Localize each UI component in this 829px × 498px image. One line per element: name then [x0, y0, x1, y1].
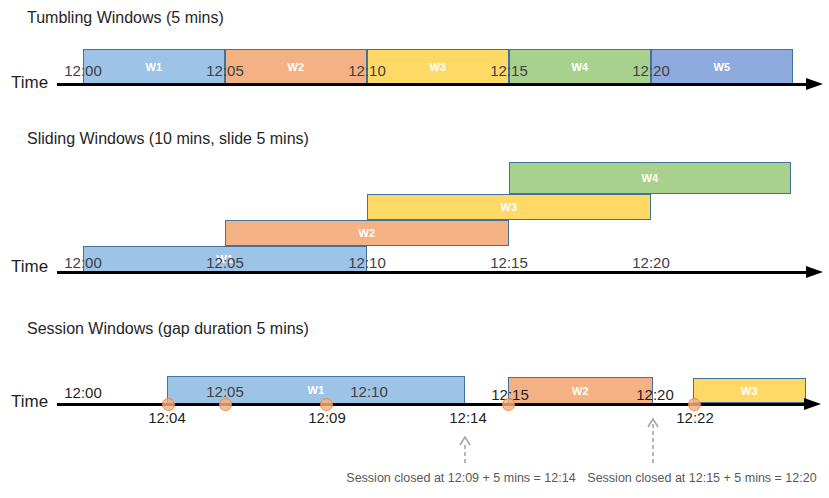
axis-arrowhead-icon: [804, 398, 821, 410]
event-dot: [162, 398, 175, 411]
tick-label: 12:20: [621, 254, 681, 271]
session-close-annotation: Session closed at 12:09 + 5 mins = 12:14: [341, 471, 581, 485]
window-label: W1: [145, 61, 162, 73]
session-section-title: Session Windows (gap duration 5 mins): [27, 320, 309, 338]
event-time-label: 12:09: [297, 409, 357, 426]
windowing-diagram: Tumbling Windows (5 mins) Time W1 W2 W3 …: [0, 0, 829, 498]
sliding-section-title: Sliding Windows (10 mins, slide 5 mins): [27, 130, 309, 148]
time-axis-line: [57, 83, 808, 86]
sliding-window-bar-w2: W2: [225, 220, 509, 246]
event-dot: [502, 398, 515, 411]
axis-arrowhead-icon: [806, 78, 823, 90]
session-close-annotation: Session closed at 12:15 + 5 mins = 12:20: [582, 471, 822, 485]
window-label: W1: [307, 384, 324, 396]
window-label: W4: [641, 172, 658, 184]
tick-label: 12:10: [339, 383, 399, 400]
tick-label: 12:20: [621, 62, 681, 79]
session-close-arrow-icon: [646, 415, 660, 465]
tick-label: 12:00: [53, 384, 113, 401]
window-label: W2: [572, 385, 589, 397]
tick-label: 12:05: [195, 62, 255, 79]
tick-label: 12:00: [53, 254, 113, 271]
event-time-label: 12:14: [438, 409, 498, 426]
window-label: W2: [287, 61, 304, 73]
window-label: W3: [500, 201, 517, 213]
event-dot: [688, 398, 701, 411]
window-label: W2: [358, 227, 375, 239]
window-label: W5: [713, 61, 730, 73]
sliding-window-bar-w4: W4: [509, 162, 791, 194]
sliding-window-bar-w3: W3: [367, 194, 651, 220]
event-dot: [320, 398, 333, 411]
sliding-time-axis-label: Time: [11, 257, 48, 277]
tick-label: 12:10: [337, 62, 397, 79]
event-time-label: 12:22: [665, 409, 725, 426]
tick-label: 12:10: [337, 254, 397, 271]
tick-label: 12:00: [53, 62, 113, 79]
tick-label: 12:15: [479, 62, 539, 79]
tumbling-time-axis-label: Time: [11, 73, 48, 93]
window-label: W3: [429, 61, 446, 73]
session-window-bar-w3: W3: [693, 378, 806, 403]
window-label: W4: [571, 61, 588, 73]
tick-label: 12:05: [195, 254, 255, 271]
tick-label: 12:20: [625, 386, 685, 403]
window-label: W3: [741, 385, 758, 397]
axis-arrowhead-icon: [806, 266, 823, 278]
event-dot: [219, 398, 232, 411]
session-time-axis-label: Time: [11, 392, 48, 412]
tumbling-section-title: Tumbling Windows (5 mins): [27, 9, 224, 27]
time-axis-line: [57, 271, 808, 274]
session-close-arrow-icon: [458, 433, 472, 465]
tick-label: 12:15: [479, 254, 539, 271]
event-time-label: 12:04: [137, 409, 197, 426]
